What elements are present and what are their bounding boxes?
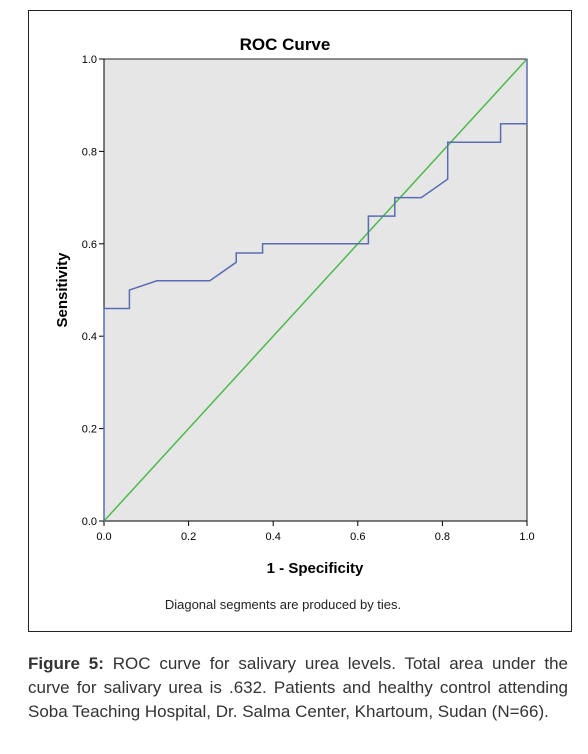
y-tick-label: 1.0 [82,54,97,66]
y-tick-label: 0.6 [82,239,97,251]
caption-text: ROC curve for salivary urea levels. Tota… [28,654,568,721]
y-axis-ticks: 0.0 0.2 0.4 0.6 0.8 1.0 [82,54,104,528]
x-tick-label: 0.2 [181,531,196,543]
x-tick-label: 1.0 [519,531,534,543]
y-tick-label: 0.2 [82,424,97,436]
chart-footnote: Diagonal segments are produced by ties. [165,597,401,612]
x-tick-label: 0.4 [266,531,281,543]
x-tick-label: 0.0 [96,531,111,543]
chart-title: ROC Curve [240,35,331,54]
y-tick-label: 0.4 [82,331,97,343]
x-tick-label: 0.6 [350,531,365,543]
reference-diagonal-line [103,58,528,522]
x-axis-label: 1 - Specificity [267,560,364,577]
y-tick-label: 0.8 [82,146,97,158]
figure-frame: ROC Curve 0.0 0.2 0.4 0.6 0.8 1.0 0.0 0.2 0.4 0.… [28,10,572,632]
x-axis-ticks: 0.0 0.2 0.4 0.6 0.8 1.0 [96,521,535,543]
roc-chart: ROC Curve 0.00.20.40.60.81.0 0.0 0.2 0.4 0.… [54,35,535,612]
x-tick-label: 0.8 [435,531,450,543]
caption-label: Figure 5: [28,654,104,673]
figure-caption: Figure 5: ROC curve for salivary urea le… [28,652,568,724]
y-axis-label: Sensitivity [54,252,71,328]
y-tick-label: 0.0 [82,516,97,528]
roc-curve-line [103,59,528,521]
